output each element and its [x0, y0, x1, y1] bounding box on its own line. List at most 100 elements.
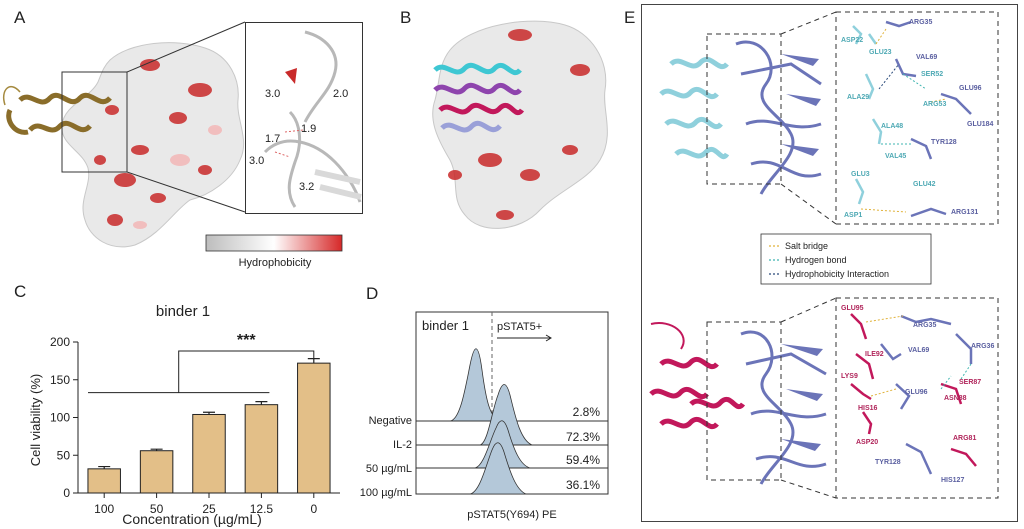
y-tick-label: 50: [57, 448, 71, 462]
panel-d-letter: D: [366, 284, 379, 303]
distance-label-4: 1.9: [301, 123, 316, 135]
residue-label: GLU42: [913, 181, 936, 188]
distance-label-3: 1.7: [265, 133, 280, 145]
residue-label: ALA29: [847, 94, 869, 101]
residue-label: ASN88: [944, 395, 967, 402]
interaction-legend: Salt bridge Hydrogen bond Hydrophobicity…: [760, 233, 932, 285]
top-residue-labels: ARG35 ASP22 GLU23 VAL69 SER52 ALA29 GLU9…: [841, 19, 994, 219]
y-tick-label: 150: [50, 373, 70, 387]
significance-stars: ***: [237, 332, 256, 349]
bar-25: [192, 413, 226, 494]
gate-label: pSTAT5+: [497, 321, 542, 333]
residue-label: SER87: [959, 379, 981, 386]
residue-label: VAL69: [908, 347, 929, 354]
binder-helix: [6, 92, 112, 135]
x-tick-label: 0: [310, 502, 317, 516]
flow-histogram: binder 1 pSTAT5+ Negative 2.8% IL-2 72.3…: [360, 311, 609, 521]
y-tick-label: 0: [63, 486, 70, 500]
residue-label: ASP1: [844, 212, 862, 219]
histogram-xlabel: pSTAT5(Y694) PE: [467, 509, 556, 521]
residue-label: ARG35: [913, 322, 936, 329]
residue-label: ARG81: [953, 435, 976, 442]
row-label-negative: Negative: [369, 415, 412, 427]
x-tick-label: 12.5: [250, 502, 274, 516]
residue-label: TYR128: [931, 139, 957, 146]
y-axis-label: Cell viability (%): [28, 374, 43, 466]
residue-label: GLU96: [959, 85, 982, 92]
legend-hydrophobicity: Hydrophobicity Interaction: [785, 269, 889, 279]
bar-100: [87, 468, 121, 494]
residue-label: ALA48: [881, 123, 903, 130]
significance-bracket: ***: [88, 332, 315, 394]
y-axis: 0 50 100 150 200: [50, 335, 79, 500]
row-label-il2: IL-2: [393, 439, 412, 451]
panel-c-letter: C: [14, 282, 27, 301]
colorbar-label: Hydrophobicity: [239, 257, 312, 269]
bar-50: [139, 450, 174, 494]
histogram-rows: [416, 348, 608, 495]
panel-e-interactions: ARG35 ASP22 GLU23 VAL69 SER52 ALA29 GLU9…: [649, 11, 999, 499]
row-label-50: 50 µg/mL: [366, 463, 412, 475]
residue-label: ARG53: [923, 101, 946, 108]
bar-0: [297, 362, 331, 494]
residue-label: GLU95: [841, 305, 864, 312]
error-bar-50: [150, 448, 163, 451]
legend-hydrogen-bond: Hydrogen bond: [785, 255, 847, 265]
residue-label: ILE92: [865, 351, 884, 358]
residue-label: ASP20: [856, 439, 878, 446]
panel-b-letter: B: [400, 8, 412, 27]
chart-title: binder 1: [156, 303, 210, 320]
row-label-100: 100 µg/mL: [360, 487, 412, 499]
panel-a-structure: [3, 21, 246, 248]
bars: [87, 358, 331, 494]
panel-b-structure: [432, 20, 608, 229]
residue-label: ASP22: [841, 37, 863, 44]
residue-label: TYR128: [875, 459, 901, 466]
protein-surface: [61, 42, 245, 248]
y-tick-label: 100: [50, 411, 70, 425]
distance-label-1: 3.0: [265, 88, 280, 100]
residue-label: GLU184: [967, 121, 994, 128]
distance-label-5: 3.0: [249, 155, 264, 167]
row-percent-negative: 2.8%: [573, 405, 601, 419]
residue-label: VAL69: [916, 54, 937, 61]
cell-viability-chart: binder 1 0 50 100 150 200 100 50 25 12.5 0 *** C…: [28, 303, 340, 527]
x-axis-label: Concentration (µg/mL): [122, 511, 262, 527]
bottom-complex: [649, 297, 999, 499]
residue-label: GLU96: [905, 389, 928, 396]
residue-label: HIS127: [941, 477, 964, 484]
panel-e-letter: E: [624, 8, 636, 27]
y-tick-label: 200: [50, 335, 70, 349]
error-bar-25: [203, 411, 215, 415]
residue-label: GLU3: [851, 171, 870, 178]
row-percent-il2: 72.3%: [566, 430, 600, 444]
overlay-helices: [433, 62, 525, 133]
residue-label: LYS9: [841, 373, 858, 380]
bar-12.5: [244, 404, 279, 494]
residue-label: HIS16: [858, 405, 878, 412]
residue-label: ARG35: [909, 19, 932, 26]
hydrophobic-patches: [94, 59, 212, 226]
panel-a-zoom-inset: 3.0 2.0 1.7 1.9 3.0 3.2: [245, 22, 363, 214]
residue-label: VAL45: [885, 153, 906, 160]
distance-label-2: 2.0: [333, 88, 348, 100]
x-tick-label: 25: [202, 502, 216, 516]
residue-label: GLU23: [869, 49, 892, 56]
error-bar-100: [98, 465, 111, 469]
hydrophobicity-colorbar: Hydrophobicity: [205, 234, 343, 269]
panel-a-letter: A: [14, 8, 26, 27]
bracket-line: [88, 350, 315, 394]
histogram-title: binder 1: [422, 318, 469, 333]
error-bar-0: [307, 358, 320, 364]
residue-label: SER52: [921, 71, 943, 78]
x-tick-label: 50: [150, 502, 164, 516]
error-bar-12.5: [255, 401, 268, 405]
residue-label: ARG36: [971, 343, 994, 350]
distance-label-6: 3.2: [299, 181, 314, 193]
row-percent-100: 36.1%: [566, 478, 600, 492]
legend-salt-bridge: Salt bridge: [785, 241, 828, 251]
top-complex: [659, 11, 999, 225]
bottom-residue-labels: GLU95 ARG35 ARG36 ILE92 VAL69 LYS9 SER87…: [841, 305, 994, 484]
x-tick-label: 100: [94, 502, 114, 516]
panel-e-frame: [641, 4, 1018, 522]
